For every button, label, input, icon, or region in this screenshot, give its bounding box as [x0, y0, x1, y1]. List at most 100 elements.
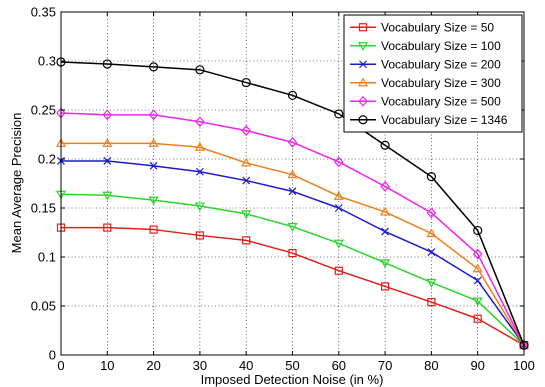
data-point — [149, 161, 158, 170]
y-tick-label: 0.25 — [31, 103, 56, 118]
y-tick-label: 0.3 — [38, 54, 56, 69]
data-point — [103, 157, 112, 165]
y-tick-label: 0.05 — [31, 299, 56, 314]
data-point — [381, 227, 390, 236]
x-tick-label: 30 — [193, 358, 207, 373]
data-point — [334, 204, 343, 212]
y-tick-label: 0.2 — [38, 152, 56, 167]
data-point — [333, 191, 344, 200]
data-point — [472, 248, 483, 260]
x-tick-label: 80 — [424, 358, 438, 373]
data-point — [195, 231, 204, 240]
legend-marker — [357, 42, 369, 51]
x-tick-label: 90 — [470, 358, 484, 373]
series-line — [60, 112, 525, 346]
data-point — [195, 167, 204, 176]
data-point — [381, 282, 390, 291]
data-point — [473, 314, 482, 323]
data-point — [195, 116, 205, 128]
data-point — [427, 297, 436, 307]
y-axis-ticks: 0 0.05 0.1 0.15 0.2 0.25 0.3 0.35 — [31, 5, 524, 363]
x-tick-label: 10 — [100, 358, 114, 373]
data-point — [426, 278, 437, 288]
data-point — [148, 138, 159, 147]
data-point — [472, 263, 483, 273]
legend: Vocabulary Size = 50 Vocabulary Size = 10… — [343, 14, 523, 133]
data-point — [333, 156, 344, 168]
data-point — [287, 223, 298, 232]
legend-marker — [358, 95, 368, 107]
series-line — [60, 193, 525, 346]
legend-label: Vocabulary Size = 300 — [381, 76, 501, 90]
data-point — [242, 176, 251, 185]
series-line — [60, 61, 525, 346]
legend-label: Vocabulary Size = 200 — [381, 58, 501, 72]
data-point — [287, 169, 298, 179]
data-point — [194, 142, 205, 151]
series-line — [61, 142, 525, 346]
series-3 — [57, 157, 528, 350]
data-point — [148, 109, 159, 121]
legend-item: Vocabulary Size = 200 — [350, 58, 501, 72]
data-point — [426, 207, 437, 219]
data-point — [288, 187, 297, 196]
data-point — [102, 59, 112, 69]
data-point — [287, 136, 298, 148]
data-point — [242, 236, 251, 245]
y-tick-label: 0.1 — [38, 250, 56, 265]
data-point — [380, 206, 391, 216]
x-tick-label: 100 — [513, 358, 535, 373]
data-point — [380, 181, 390, 192]
data-point — [426, 228, 437, 238]
legend-marker — [357, 77, 369, 87]
legend-marker — [358, 115, 368, 125]
x-tick-label: 20 — [146, 358, 160, 373]
legend-item: Vocabulary Size = 100 — [350, 39, 501, 53]
data-point — [241, 157, 252, 167]
data-point — [241, 210, 252, 220]
legend-label: Vocabulary Size = 100 — [381, 39, 501, 53]
legend-label: Vocabulary Size = 1346 — [381, 113, 508, 127]
legend-label: Vocabulary Size = 500 — [381, 95, 501, 109]
data-point — [241, 77, 251, 88]
legend-item: Vocabulary Size = 500 — [350, 95, 501, 109]
data-point — [103, 223, 112, 232]
grid — [61, 12, 524, 355]
x-tick-label: 70 — [378, 358, 392, 373]
legend-marker — [358, 23, 368, 32]
data-point — [334, 266, 343, 275]
data-point — [473, 225, 483, 236]
data-point — [472, 297, 483, 307]
data-point — [287, 90, 298, 100]
y-tick-label: 0.15 — [31, 201, 56, 216]
data-point — [288, 248, 297, 258]
x-axis-ticks: 0 10 20 30 40 50 60 70 80 90 100 — [57, 12, 535, 373]
data-point — [102, 109, 113, 121]
legend-item: Vocabulary Size = 1346 — [350, 113, 508, 127]
legend-item: Vocabulary Size = 50 — [350, 21, 494, 35]
series-line — [61, 226, 525, 346]
legend-label: Vocabulary Size = 50 — [381, 21, 494, 35]
data-point — [194, 202, 205, 212]
x-tick-label: 40 — [239, 358, 253, 373]
x-tick-label: 60 — [332, 358, 346, 373]
x-tick-label: 0 — [57, 358, 64, 373]
data-point — [427, 248, 436, 257]
y-tick-label: 0 — [49, 348, 56, 363]
data-point — [102, 138, 113, 147]
data-point — [473, 276, 482, 285]
data-point — [195, 65, 205, 75]
legend-box — [343, 14, 523, 133]
data-point — [333, 239, 344, 249]
data-point — [149, 62, 159, 72]
data-point — [241, 125, 252, 136]
data-point — [380, 140, 390, 150]
legend-marker — [359, 60, 367, 69]
data-point — [426, 172, 436, 182]
x-tick-label: 50 — [285, 358, 299, 373]
data-point — [102, 191, 113, 201]
series-5 — [56, 107, 529, 351]
data-point — [148, 196, 159, 206]
